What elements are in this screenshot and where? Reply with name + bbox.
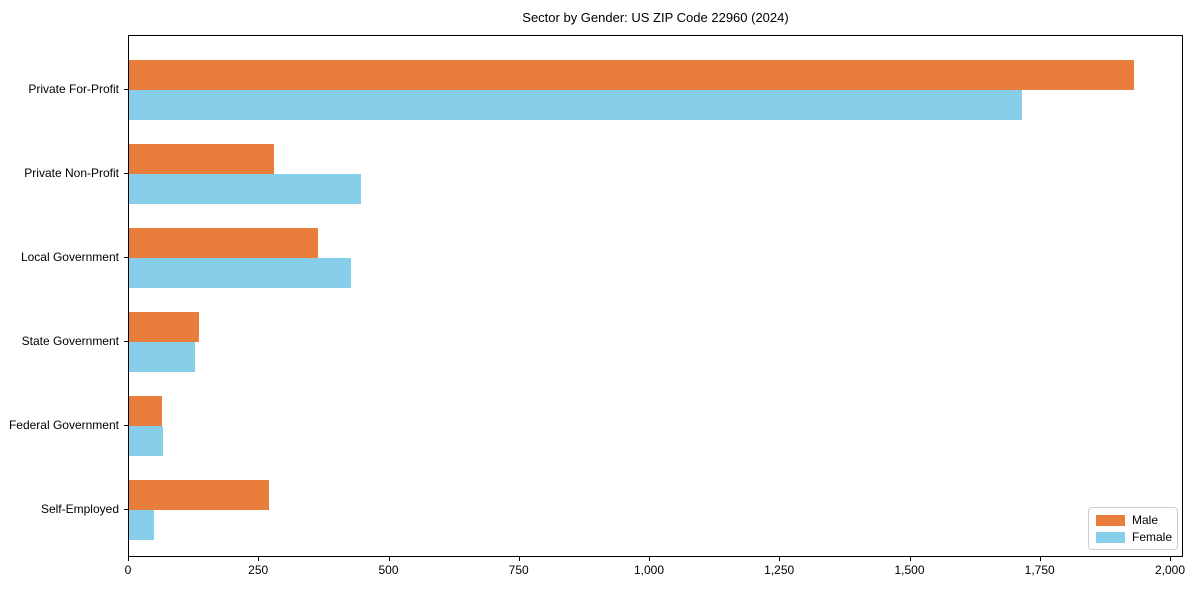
bar-female-1 (129, 174, 361, 204)
bar-male-0 (129, 60, 1134, 90)
y-axis-tick (124, 341, 128, 342)
bar-female-2 (129, 258, 351, 288)
y-axis-tick (124, 425, 128, 426)
y-axis-tick (124, 173, 128, 174)
x-axis-tick (909, 557, 911, 561)
bar-male-5 (129, 480, 269, 510)
x-axis-tick (779, 557, 781, 561)
x-axis-tick (388, 557, 390, 561)
bar-male-1 (129, 144, 274, 174)
x-axis-tick (518, 557, 520, 561)
x-axis-tick (649, 557, 650, 561)
y-axis-label-3: State Government (21, 334, 119, 348)
male-swatch (1096, 515, 1125, 526)
legend-label-male: Male (1132, 513, 1159, 527)
x-axis-tick-label-4: 1,000 (633, 563, 665, 577)
y-axis-tick (124, 89, 128, 90)
bar-male-3 (129, 312, 199, 342)
x-axis-tick-label-7: 1,750 (1024, 563, 1055, 577)
legend-label-female: Female (1132, 530, 1173, 544)
x-axis-tick-label-2: 500 (378, 563, 399, 577)
x-axis-tick (258, 557, 260, 561)
y-axis-label-0: Private For-Profit (28, 82, 119, 96)
x-axis-tick-label-1: 250 (248, 563, 269, 577)
chart-title: Sector by Gender: US ZIP Code 22960 (202… (522, 10, 789, 25)
plot-area (128, 35, 1183, 557)
y-axis-tick (124, 509, 128, 510)
x-axis-tick-label-5: 1,250 (764, 563, 795, 577)
legend: Male Female (1088, 507, 1178, 550)
bar-male-4 (129, 396, 162, 426)
female-swatch (1096, 532, 1125, 543)
y-axis-label-4: Federal Government (8, 418, 119, 432)
x-axis-tick-label-0: 0 (124, 563, 132, 577)
bar-female-5 (129, 510, 154, 540)
bar-female-3 (129, 342, 195, 372)
bar-female-0 (129, 90, 1022, 120)
x-axis-tick-label-3: 750 (508, 563, 529, 577)
y-axis-label-5: Self-Employed (40, 502, 119, 516)
legend-item-female: Female (1096, 530, 1173, 545)
bar-male-2 (129, 228, 319, 258)
bar-female-4 (129, 426, 163, 456)
y-axis-tick (124, 257, 128, 258)
x-axis-tick-label-6: 1,500 (894, 563, 925, 577)
x-axis-tick (128, 557, 129, 561)
y-axis-label-1: Private Non-Profit (24, 166, 119, 180)
legend-item-male: Male (1096, 513, 1170, 528)
y-axis-label-2: Local Government (20, 250, 119, 264)
x-axis-tick (1170, 557, 1171, 561)
x-axis-tick (1039, 557, 1041, 561)
x-axis-tick-label-8: 2,000 (1154, 563, 1186, 577)
